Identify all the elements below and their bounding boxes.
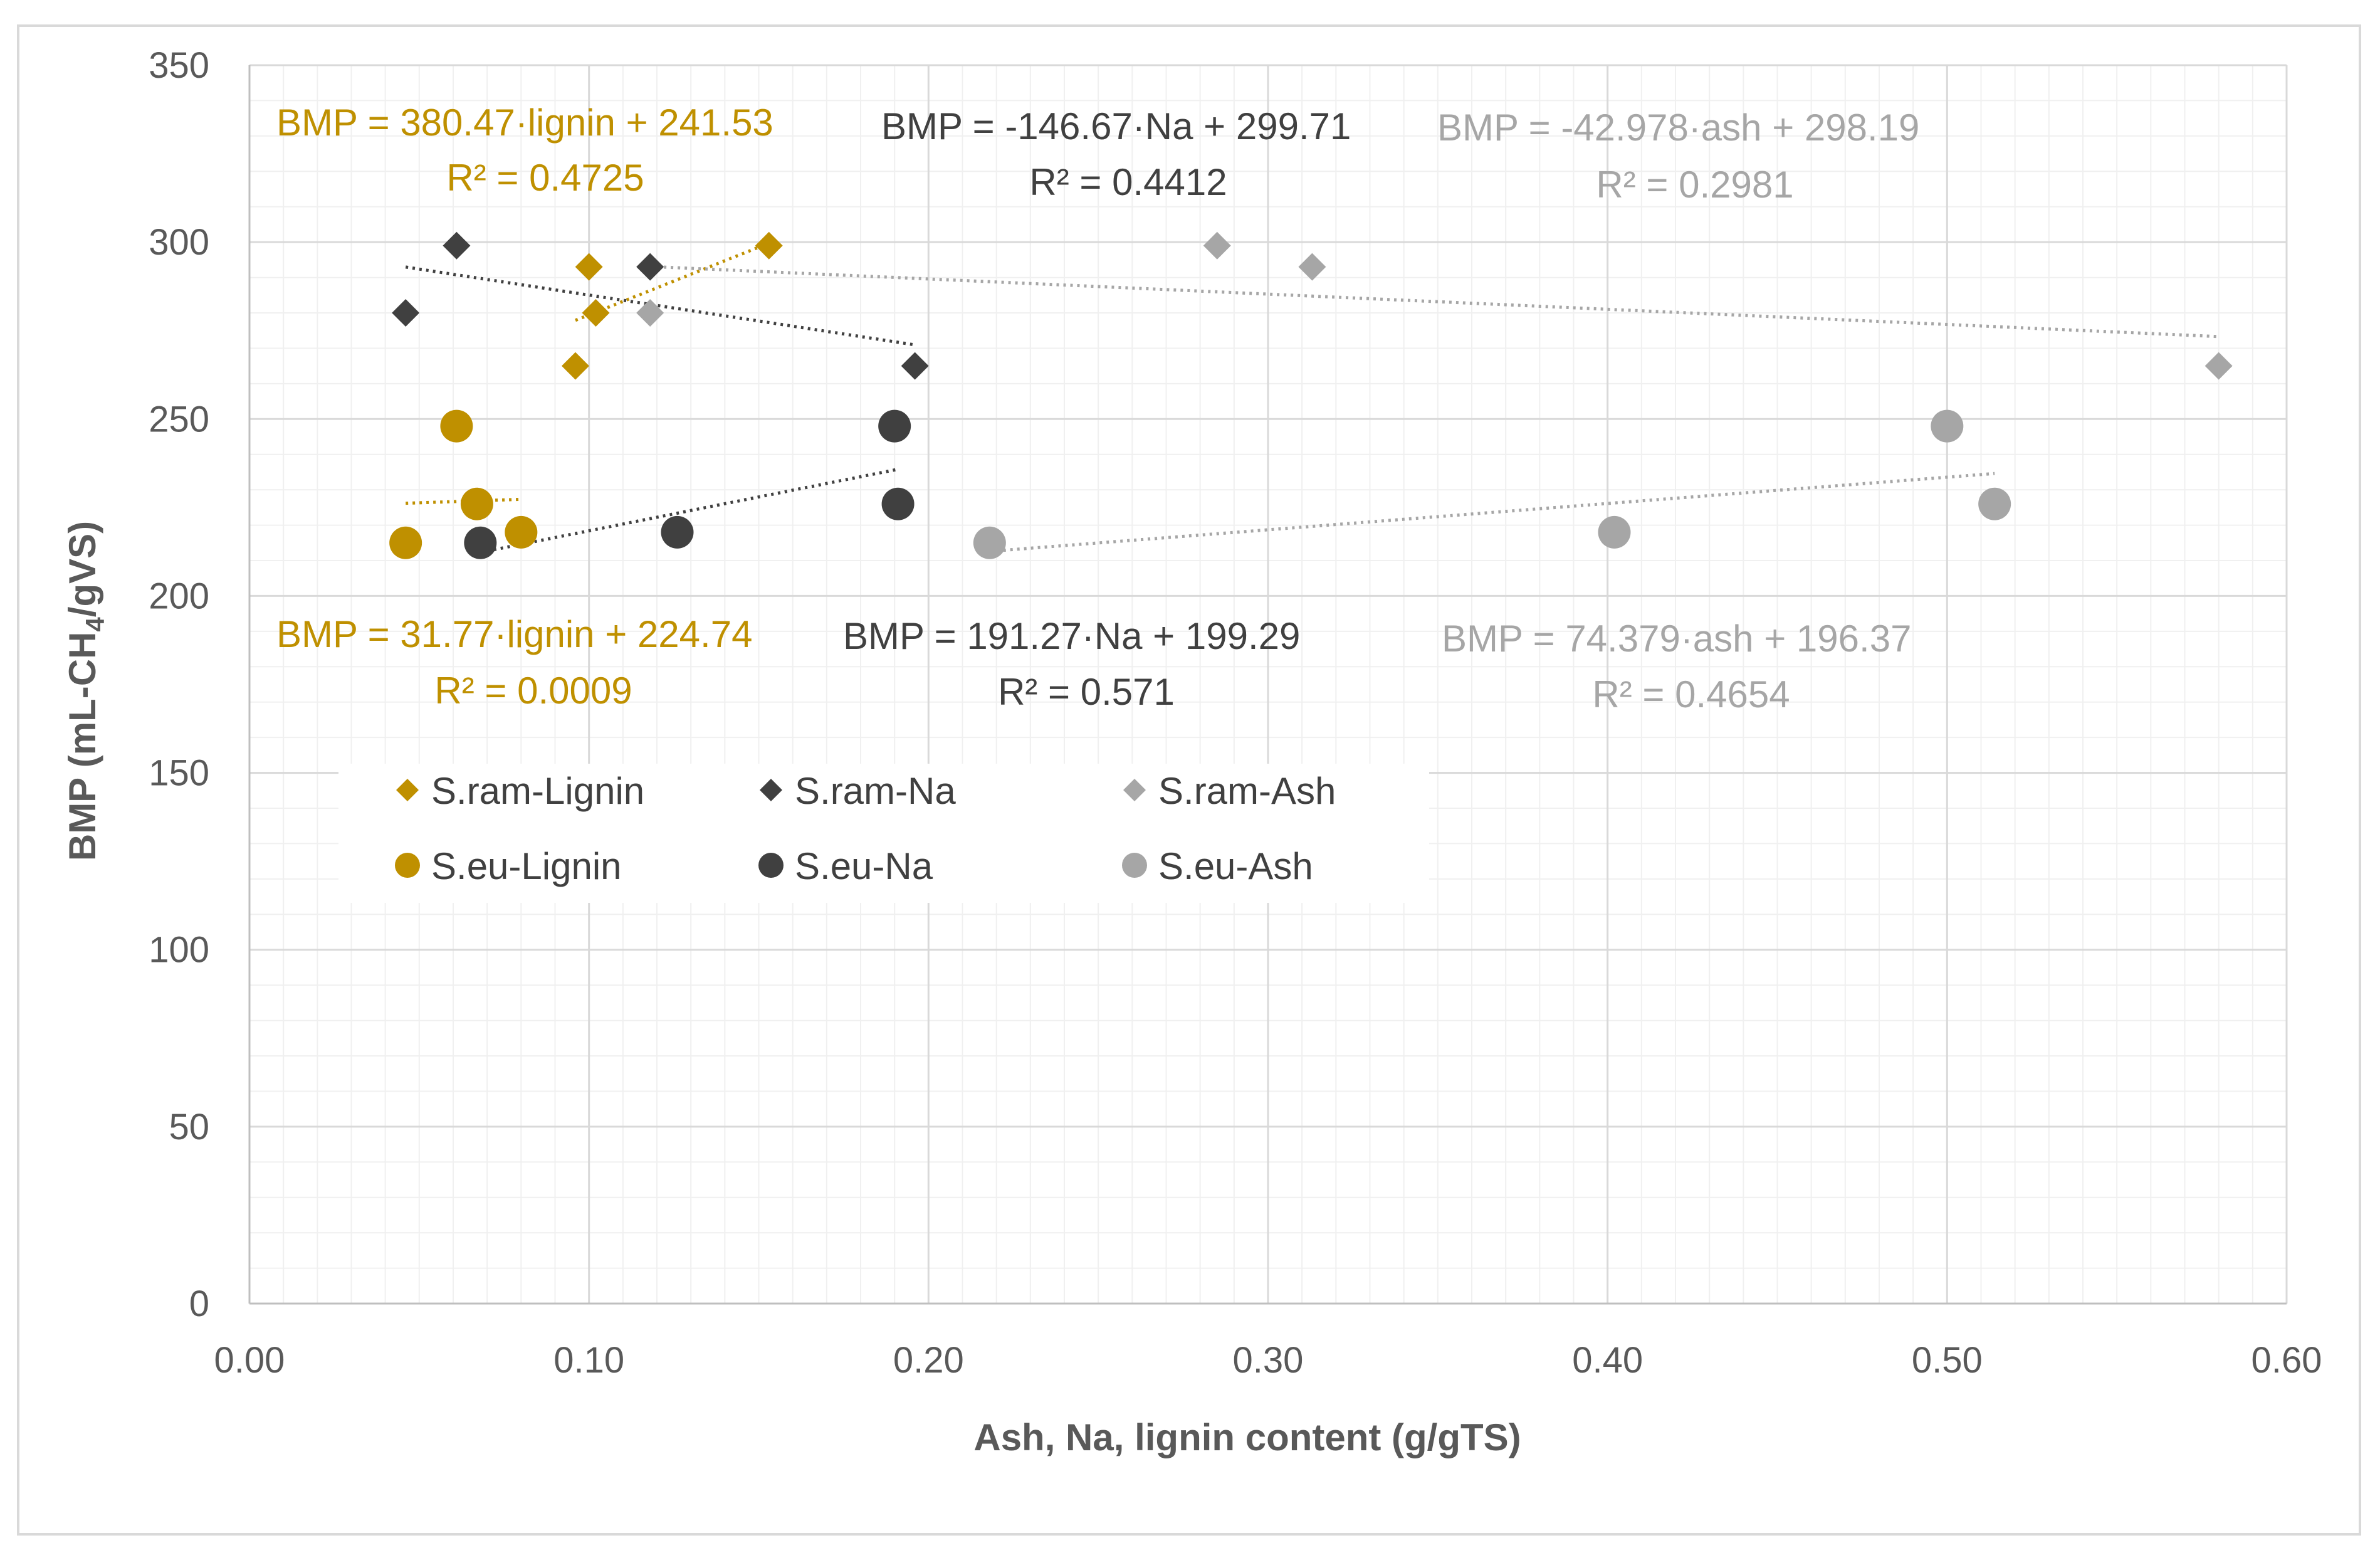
- legend-marker-seu-lignin: [395, 853, 420, 878]
- equation-sram-lignin: BMP = 380.47·lignin + 241.53: [276, 102, 773, 144]
- x-tick-label: 0.00: [214, 1340, 285, 1381]
- point-s-ram-lignin: [582, 299, 610, 327]
- point-s-eu-ash: [1931, 409, 1964, 443]
- point-s-ram-na: [901, 352, 929, 380]
- point-s-ram-na: [636, 253, 664, 281]
- y-tick-label: 350: [149, 45, 209, 86]
- point-s-ram-ash: [1203, 231, 1231, 260]
- r2-seu-lignin: R² = 0.0009: [434, 670, 632, 712]
- point-s-ram-lignin: [562, 352, 589, 380]
- r2-sram-na: R² = 0.4412: [1029, 161, 1227, 203]
- major-gridlines: [248, 64, 2288, 1305]
- r2-sram-ash: R² = 0.2981: [1596, 164, 1793, 206]
- equation-seu-na: BMP = 191.27·Na + 199.29: [843, 615, 1300, 657]
- point-s-eu-na: [878, 409, 911, 443]
- legend-item-sram-ash: S.ram-Ash: [1123, 770, 1336, 812]
- y-axis-title-subscript: 4: [80, 617, 110, 632]
- y-tick-labels: 0 50 100 150 200 250 300 350: [149, 45, 209, 1324]
- point-s-ram-ash: [2204, 352, 2233, 380]
- legend-label-sram-lignin: S.ram-Lignin: [431, 770, 644, 812]
- point-s-eu-ash: [1978, 487, 2011, 520]
- point-s-ram-ash: [1298, 253, 1326, 281]
- point-s-eu-na: [881, 487, 915, 520]
- y-tick-label: 200: [149, 576, 209, 616]
- point-s-eu-na: [464, 526, 497, 559]
- point-s-ram-lignin: [575, 253, 603, 281]
- x-tick-label: 0.50: [1912, 1340, 1983, 1381]
- equation-sram-ash: BMP = -42.978·ash + 298.19: [1437, 107, 1919, 149]
- equation-seu-lignin: BMP = 31.77·lignin + 224.74: [276, 613, 752, 655]
- legend-marker-seu-na: [758, 853, 784, 878]
- legend-item-seu-lignin: S.eu-Lignin: [395, 845, 622, 887]
- legend-marker-seu-ash: [1122, 853, 1147, 878]
- legend-label-seu-lignin: S.eu-Lignin: [431, 845, 622, 887]
- equation-sram-na: BMP = -146.67·Na + 299.71: [881, 105, 1351, 147]
- r2-sram-lignin: R² = 0.4725: [446, 157, 644, 199]
- r2-seu-ash: R² = 0.4654: [1592, 673, 1790, 715]
- legend-marker-sram-na: [760, 779, 782, 801]
- legend-label-sram-na: S.ram-Na: [795, 770, 956, 812]
- r2-seu-na: R² = 0.571: [998, 671, 1175, 713]
- equation-seu-ash: BMP = 74.379·ash + 196.37: [1442, 618, 1911, 660]
- trendline-s-eu-ash: [989, 472, 1995, 553]
- y-tick-label: 50: [169, 1107, 209, 1147]
- legend-item-seu-na: S.eu-Na: [758, 845, 933, 887]
- x-tick-label: 0.20: [893, 1340, 964, 1381]
- legend-label-seu-na: S.eu-Na: [795, 845, 933, 887]
- y-tick-label: 0: [189, 1283, 209, 1324]
- y-axis-title-main: BMP (mL-CH: [61, 632, 103, 862]
- point-s-eu-lignin: [389, 526, 422, 559]
- trendlines: [405, 241, 2219, 554]
- legend-item-sram-lignin: S.ram-Lignin: [396, 770, 644, 812]
- x-tick-label: 0.10: [553, 1340, 624, 1381]
- x-tick-label: 0.30: [1233, 1340, 1304, 1381]
- trendline-s-ram-na: [405, 265, 916, 347]
- legend-label-sram-ash: S.ram-Ash: [1158, 770, 1336, 812]
- point-s-eu-lignin: [440, 409, 473, 443]
- x-tick-label: 0.40: [1572, 1340, 1643, 1381]
- trendline-equations: BMP = 380.47·lignin + 241.53 R² = 0.4725…: [276, 102, 1919, 715]
- y-tick-label: 150: [149, 753, 209, 794]
- x-tick-labels: 0.00 0.10 0.20 0.30 0.40 0.50 0.60: [214, 1340, 2322, 1381]
- point-s-eu-lignin: [460, 487, 493, 520]
- legend: S.ram-Lignin S.ram-Na S.ram-Ash S.eu-Lig…: [338, 764, 1429, 903]
- legend-marker-sram-ash: [1123, 779, 1146, 801]
- legend-box: [338, 764, 1429, 903]
- legend-item-seu-ash: S.eu-Ash: [1122, 845, 1313, 887]
- legend-item-sram-na: S.ram-Na: [760, 770, 956, 812]
- point-s-ram-ash: [636, 299, 664, 327]
- y-tick-label: 100: [149, 930, 209, 971]
- point-s-ram-na: [392, 299, 420, 327]
- y-tick-label: 300: [149, 222, 209, 263]
- trendline-s-ram-lignin: [575, 241, 770, 322]
- point-s-eu-ash: [1598, 515, 1631, 549]
- point-s-ram-na: [443, 231, 471, 260]
- point-s-eu-na: [661, 515, 694, 549]
- axes: [248, 65, 2287, 1305]
- y-tick-label: 250: [149, 399, 209, 440]
- legend-label-seu-ash: S.eu-Ash: [1158, 845, 1313, 887]
- data-points: [389, 231, 2233, 559]
- point-s-ram-lignin: [755, 231, 783, 260]
- trendline-s-eu-na: [480, 467, 899, 554]
- y-axis-title-end: /gVS): [61, 521, 103, 617]
- point-s-eu-ash: [973, 526, 1006, 559]
- legend-marker-sram-lignin: [396, 779, 419, 801]
- x-tick-label: 0.60: [2252, 1340, 2322, 1381]
- x-axis-title: Ash, Na, lignin content (g/gTS): [973, 1416, 1521, 1458]
- y-axis-title: BMP (mL-CH4/gVS): [61, 521, 110, 861]
- point-s-eu-lignin: [505, 515, 538, 549]
